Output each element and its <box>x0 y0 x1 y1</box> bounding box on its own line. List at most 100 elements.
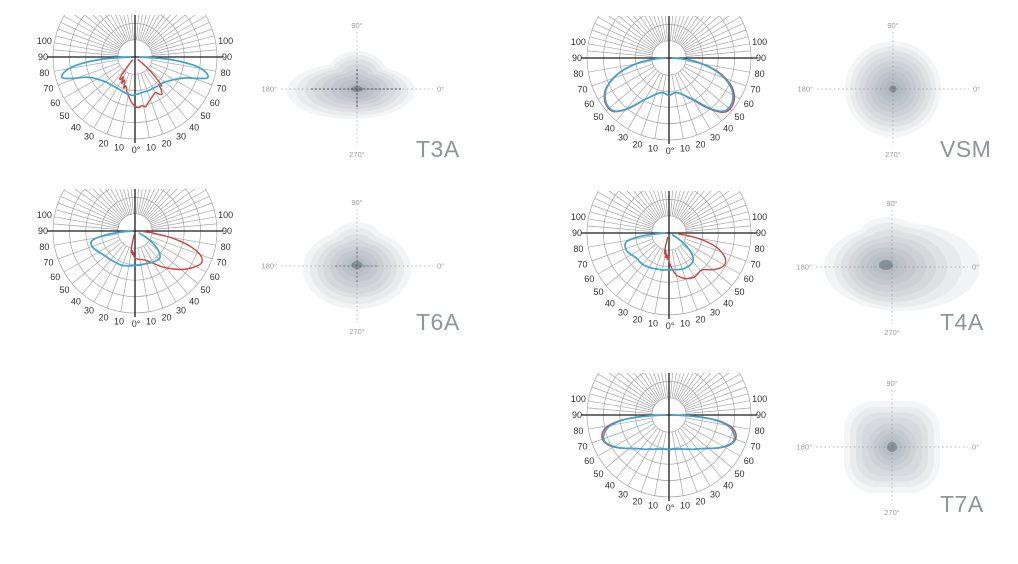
panel-label-vsm: VSM <box>940 136 992 162</box>
svg-text:20: 20 <box>98 313 108 323</box>
panel-label-t4a: T4A <box>940 309 984 335</box>
svg-text:100: 100 <box>752 212 767 222</box>
svg-text:80: 80 <box>573 244 583 254</box>
beam-axis-labels: 90° 270° 180° 0° <box>797 21 980 159</box>
svg-text:80: 80 <box>39 242 49 252</box>
beam-core <box>351 261 363 269</box>
beam-core <box>879 260 893 270</box>
svg-text:90°: 90° <box>351 21 362 30</box>
polar-axes <box>581 16 757 144</box>
beam-intensity-layers <box>824 217 980 311</box>
beam-axis-labels: 90° 270° 180° 0° <box>261 198 444 336</box>
svg-text:100: 100 <box>571 212 586 222</box>
svg-text:20: 20 <box>632 140 642 150</box>
svg-text:30: 30 <box>618 133 628 143</box>
svg-text:60: 60 <box>50 272 60 282</box>
svg-text:80: 80 <box>755 69 765 79</box>
svg-text:0°: 0° <box>973 85 980 94</box>
svg-text:60: 60 <box>744 456 754 466</box>
svg-text:60: 60 <box>584 274 594 284</box>
svg-text:40: 40 <box>189 297 199 307</box>
svg-text:60: 60 <box>584 99 594 109</box>
candela-curve-red <box>130 230 203 271</box>
candela-curve-blue <box>90 230 161 267</box>
svg-text:90: 90 <box>572 410 582 420</box>
svg-text:0°: 0° <box>972 443 979 452</box>
svg-text:10: 10 <box>146 317 156 327</box>
svg-text:70: 70 <box>577 442 587 452</box>
svg-text:30: 30 <box>618 490 628 500</box>
svg-text:30: 30 <box>618 308 628 318</box>
svg-text:0°: 0° <box>666 503 675 513</box>
svg-text:70: 70 <box>750 442 760 452</box>
svg-text:10: 10 <box>114 317 124 327</box>
svg-text:90: 90 <box>756 53 766 63</box>
svg-text:0°: 0° <box>666 146 675 156</box>
svg-text:30: 30 <box>176 306 186 316</box>
svg-text:270°: 270° <box>349 327 365 336</box>
svg-text:10: 10 <box>680 319 690 329</box>
svg-text:90: 90 <box>38 52 48 62</box>
beam-core <box>887 442 897 452</box>
svg-text:0°: 0° <box>132 319 141 329</box>
svg-text:90: 90 <box>222 52 232 62</box>
beam-intensity-layers <box>287 51 415 119</box>
svg-text:270°: 270° <box>349 150 365 159</box>
svg-text:40: 40 <box>605 481 615 491</box>
svg-text:80: 80 <box>755 426 765 436</box>
svg-text:270°: 270° <box>885 150 901 159</box>
svg-text:40: 40 <box>723 299 733 309</box>
svg-text:10: 10 <box>146 143 156 153</box>
svg-text:60: 60 <box>210 272 220 282</box>
panel-label-t6a: T6A <box>416 309 460 335</box>
svg-text:50: 50 <box>593 287 603 297</box>
svg-text:40: 40 <box>605 124 615 134</box>
svg-text:80: 80 <box>573 69 583 79</box>
svg-text:90: 90 <box>756 228 766 238</box>
svg-text:60: 60 <box>584 456 594 466</box>
svg-text:50: 50 <box>734 112 744 122</box>
svg-text:40: 40 <box>723 481 733 491</box>
beam-pattern: 90° 270° 180° 0° <box>261 198 444 336</box>
beam-axis-labels: 90° 270° 180° 0° <box>796 379 979 517</box>
svg-text:70: 70 <box>43 84 53 94</box>
svg-text:90°: 90° <box>887 21 898 30</box>
svg-text:40: 40 <box>605 299 615 309</box>
beam-dark-crosshair <box>335 248 379 284</box>
svg-text:100: 100 <box>37 210 52 220</box>
svg-text:70: 70 <box>43 258 53 268</box>
svg-text:20: 20 <box>695 315 705 325</box>
beam-pattern: 90° 270° 180° 0° <box>797 21 980 159</box>
svg-text:90: 90 <box>572 53 582 63</box>
panel-label-t7a: T7A <box>940 491 984 517</box>
svg-text:40: 40 <box>71 297 81 307</box>
svg-text:90: 90 <box>572 228 582 238</box>
svg-text:80: 80 <box>755 244 765 254</box>
svg-text:180°: 180° <box>261 85 277 94</box>
svg-text:60: 60 <box>744 274 754 284</box>
svg-text:40: 40 <box>723 124 733 134</box>
svg-text:100: 100 <box>218 210 233 220</box>
svg-text:50: 50 <box>593 112 603 122</box>
beam-dark-crosshair <box>311 69 403 109</box>
svg-text:50: 50 <box>59 111 69 121</box>
svg-text:30: 30 <box>710 490 720 500</box>
svg-text:100: 100 <box>37 36 52 46</box>
svg-text:40: 40 <box>71 123 81 133</box>
svg-text:0°: 0° <box>666 321 675 331</box>
polar-axes <box>47 15 223 143</box>
panel-label-t3a: T3A <box>416 136 460 162</box>
svg-text:90: 90 <box>756 410 766 420</box>
svg-text:80: 80 <box>573 426 583 436</box>
svg-text:50: 50 <box>593 469 603 479</box>
beam-pattern: 90° 270° 180° 0° <box>796 199 980 337</box>
svg-text:20: 20 <box>161 313 171 323</box>
svg-text:80: 80 <box>221 242 231 252</box>
svg-text:100: 100 <box>571 37 586 47</box>
